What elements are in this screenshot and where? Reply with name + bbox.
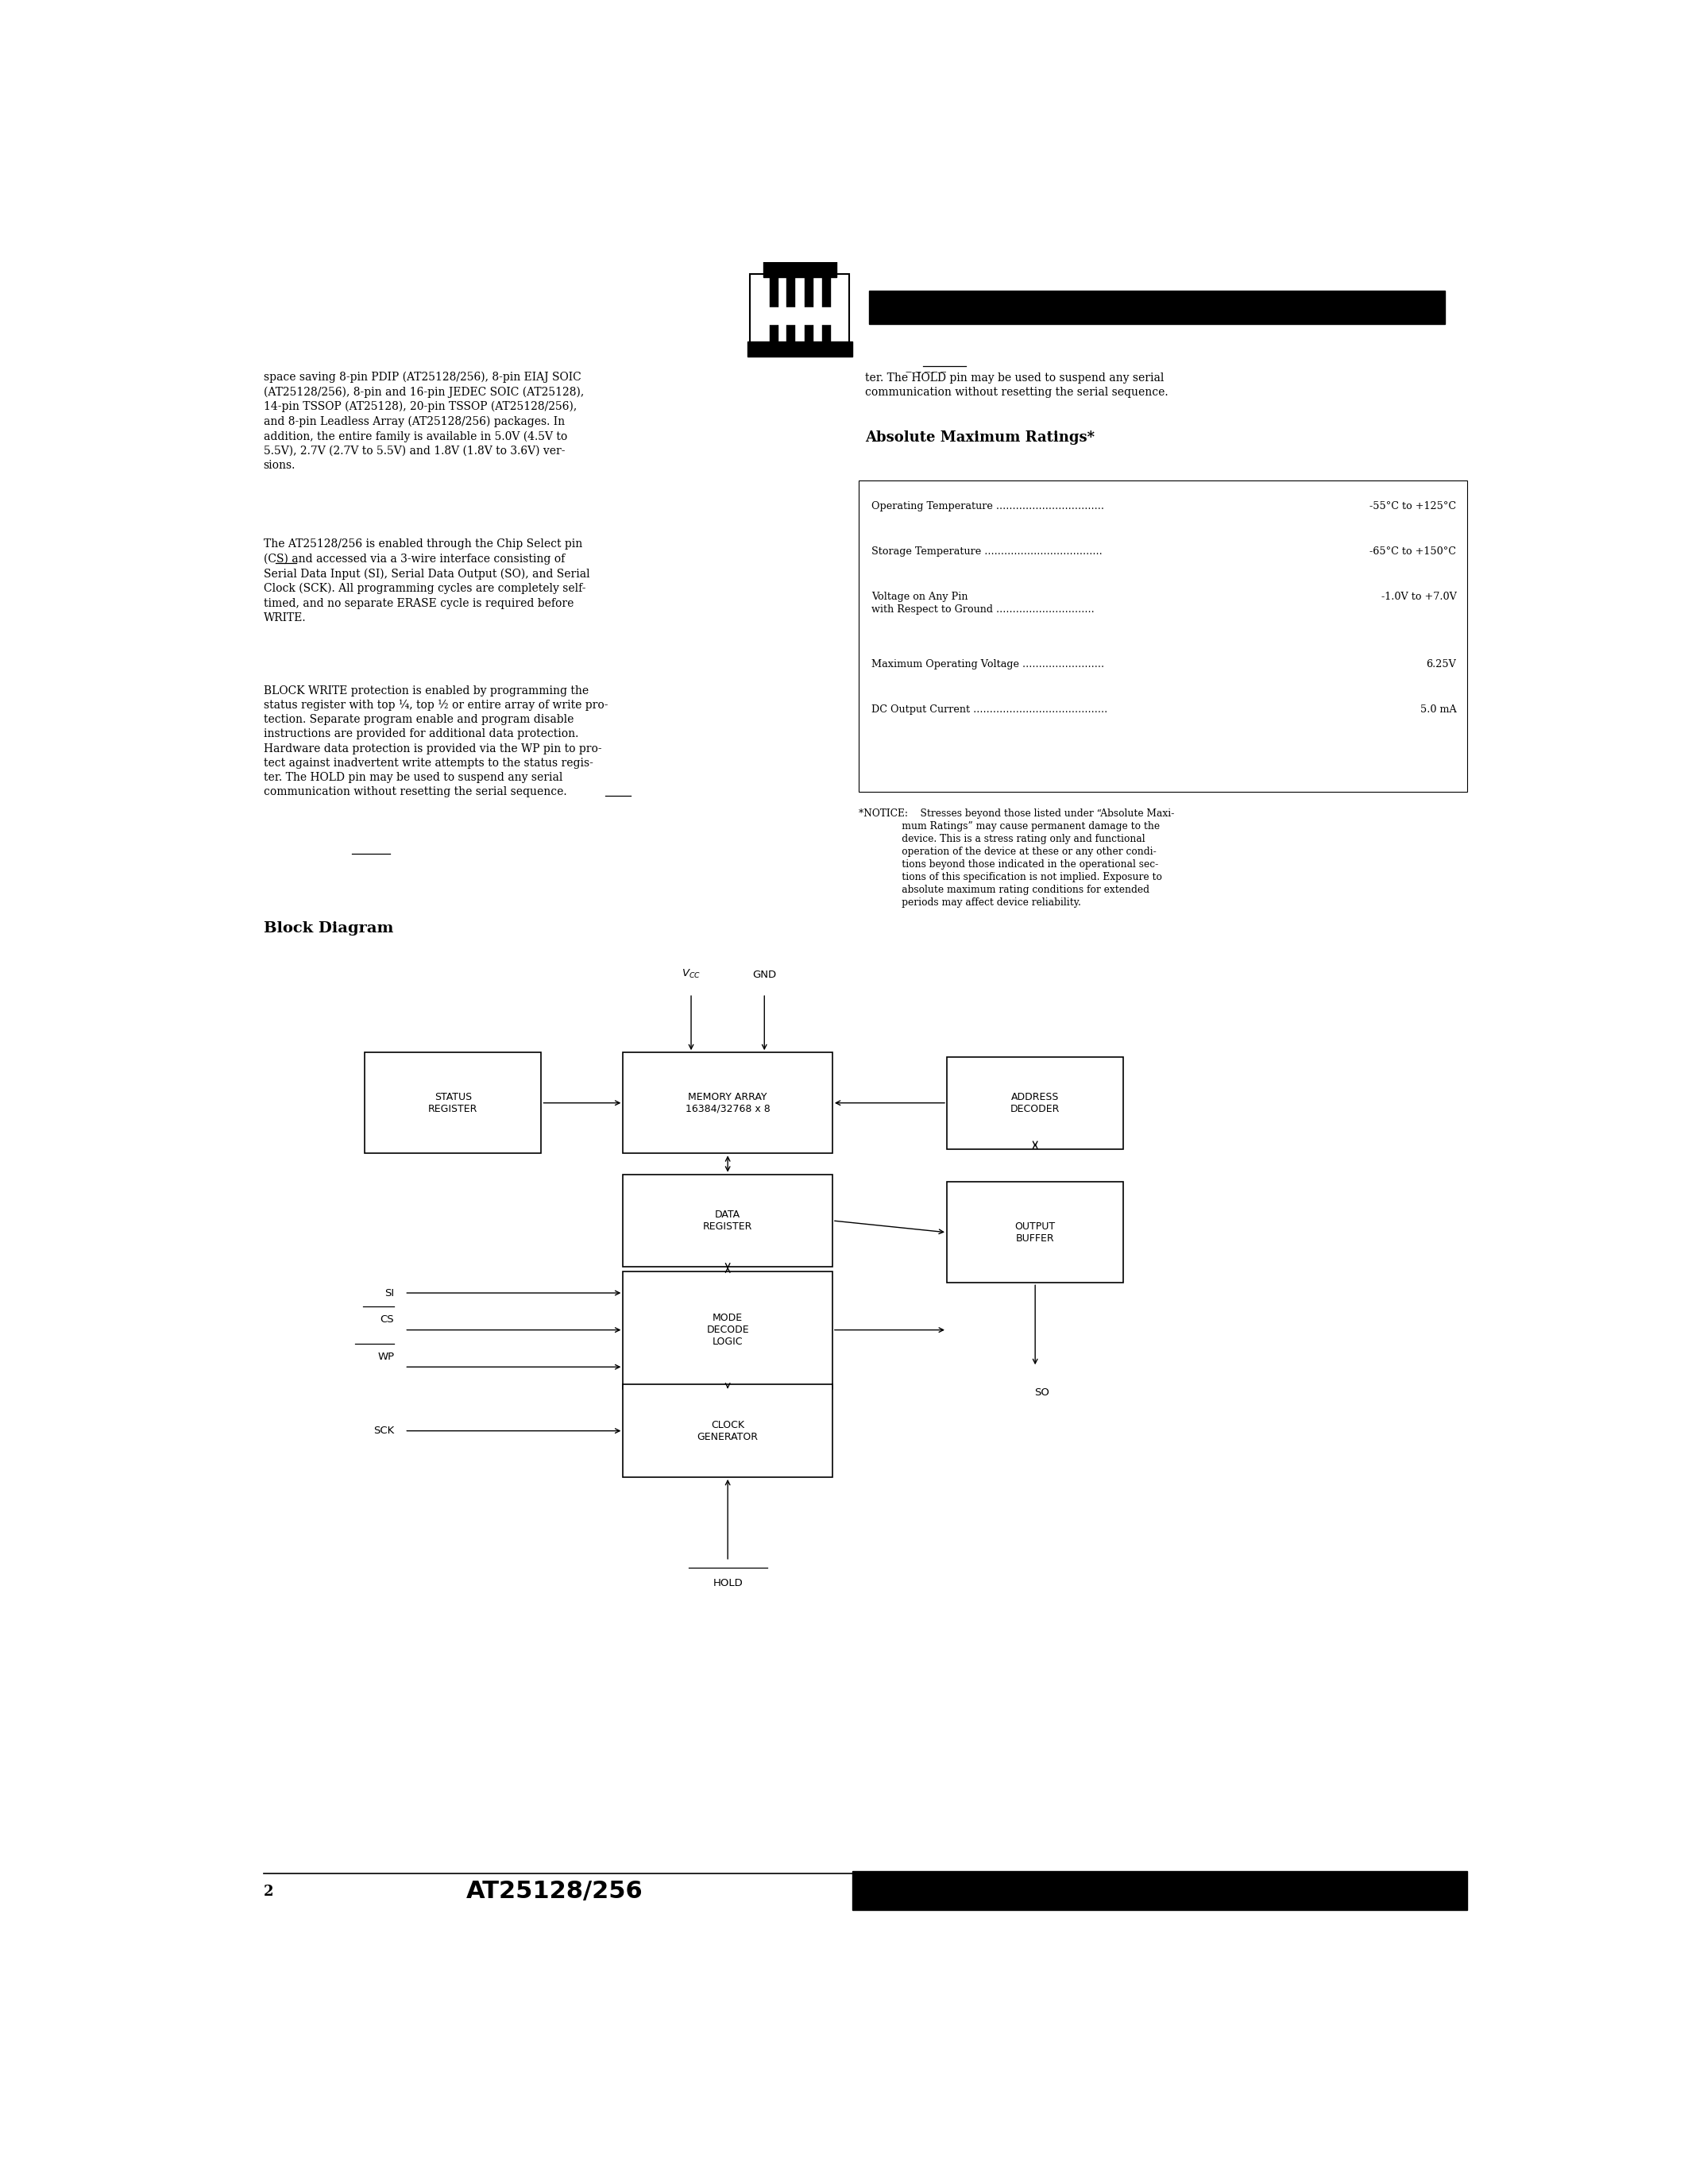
Bar	[623, 1271, 832, 1389]
Text: Block Diagram: Block Diagram	[263, 922, 393, 935]
Text: *NOTICE:    Stresses beyond those listed under “Absolute Maxi-
              mum: *NOTICE: Stresses beyond those listed un…	[859, 808, 1175, 909]
Text: MODE
DECODE
LOGIC: MODE DECODE LOGIC	[707, 1313, 749, 1348]
Bar	[770, 275, 778, 343]
Text: -55°C to +125°C: -55°C to +125°C	[1369, 500, 1457, 511]
Bar	[947, 1182, 1124, 1282]
Bar	[869, 290, 1445, 323]
Text: CS: CS	[380, 1315, 395, 1326]
Text: Absolute Maximum Ratings*: Absolute Maximum Ratings*	[866, 430, 1094, 446]
Bar	[852, 1872, 1467, 1911]
Text: BLOCK WRITE protection is enabled by programming the
status register with top ¼,: BLOCK WRITE protection is enabled by pro…	[263, 686, 608, 797]
Text: WP: WP	[378, 1352, 395, 1363]
Bar	[748, 341, 852, 356]
Text: AT25128/256: AT25128/256	[466, 1880, 643, 1902]
Text: $V_{CC}$: $V_{CC}$	[682, 968, 701, 981]
Text: ter. The ̅H̅O̅L̅D̅ pin may be used to suspend any serial
communication without r: ter. The ̅H̅O̅L̅D̅ pin may be used to su…	[866, 371, 1168, 397]
Text: Voltage on Any Pin
with Respect to Ground ..............................: Voltage on Any Pin with Respect to Groun…	[871, 592, 1094, 614]
Text: SCK: SCK	[373, 1426, 395, 1437]
Text: CLOCK
GENERATOR: CLOCK GENERATOR	[697, 1420, 758, 1441]
Bar	[859, 480, 1467, 793]
Bar	[623, 1053, 832, 1153]
Text: -65°C to +150°C: -65°C to +150°C	[1371, 546, 1457, 557]
Bar	[763, 258, 836, 277]
Text: GND: GND	[753, 970, 776, 981]
Bar	[787, 275, 795, 343]
Text: DATA
REGISTER: DATA REGISTER	[702, 1210, 753, 1232]
Bar	[753, 308, 847, 323]
Text: Storage Temperature ....................................: Storage Temperature ....................…	[871, 546, 1102, 557]
Text: -1.0V to +7.0V: -1.0V to +7.0V	[1381, 592, 1457, 603]
Text: Maximum Operating Voltage .........................: Maximum Operating Voltage ..............…	[871, 660, 1104, 668]
Text: ADDRESS
DECODER: ADDRESS DECODER	[1011, 1092, 1060, 1114]
Text: STATUS
REGISTER: STATUS REGISTER	[429, 1092, 478, 1114]
Bar	[947, 1057, 1124, 1149]
Text: OUTPUT
BUFFER: OUTPUT BUFFER	[1014, 1221, 1055, 1243]
Text: HOLD: HOLD	[712, 1579, 743, 1588]
Text: 5.0 mA: 5.0 mA	[1420, 705, 1457, 714]
Bar	[365, 1053, 542, 1153]
Text: space saving 8-pin PDIP (AT25128/256), 8-pin EIAJ SOIC
(AT25128/256), 8-pin and : space saving 8-pin PDIP (AT25128/256), 8…	[263, 371, 584, 472]
Bar	[822, 275, 830, 343]
Text: DC Output Current .........................................: DC Output Current ......................…	[871, 705, 1107, 714]
Bar	[623, 1385, 832, 1476]
Text: The AT25128/256 is enabled through the Chip Select pin
(CS) and accessed via a 3: The AT25128/256 is enabled through the C…	[263, 539, 589, 622]
Bar	[805, 275, 814, 343]
Text: SI: SI	[385, 1289, 395, 1297]
Text: 2: 2	[263, 1885, 273, 1898]
Text: 6.25V: 6.25V	[1426, 660, 1457, 668]
Bar	[749, 273, 849, 345]
Bar	[623, 1175, 832, 1267]
Text: SO: SO	[1035, 1387, 1050, 1398]
Text: MEMORY ARRAY
16384/32768 x 8: MEMORY ARRAY 16384/32768 x 8	[685, 1092, 770, 1114]
Text: Operating Temperature .................................: Operating Temperature ..................…	[871, 500, 1104, 511]
